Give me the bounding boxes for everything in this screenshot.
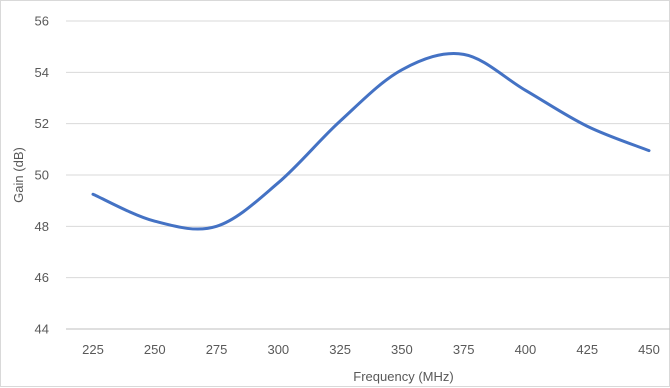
data-points [91,52,651,228]
data-point [276,181,280,185]
x-tick-label: 400 [515,342,537,357]
data-point [91,192,95,196]
y-tick-label: 44 [35,322,49,337]
series-line [91,52,651,231]
y-tick-label: 50 [35,168,49,183]
y-axis-title: Gain (dB) [11,147,26,203]
x-tick-label: 325 [329,342,351,357]
x-tick-label: 425 [576,342,598,357]
data-point [153,219,157,223]
y-tick-label: 48 [35,219,49,234]
data-point [523,88,527,92]
data-point [215,224,219,228]
data-point [462,52,466,56]
y-tick-label: 56 [35,14,49,29]
x-tick-label: 300 [267,342,289,357]
x-tick-label: 275 [206,342,228,357]
data-point [647,149,651,153]
y-tick-label: 52 [35,116,49,131]
gridlines [66,20,670,330]
x-tick-label: 250 [144,342,166,357]
data-point [400,68,404,72]
data-point [338,119,342,123]
x-tick-label: 350 [391,342,413,357]
x-tick-label: 375 [453,342,475,357]
x-tick-label: 450 [638,342,660,357]
y-axis-ticks: 44 46 48 50 52 54 56 [35,14,49,337]
y-tick-label: 54 [35,65,49,80]
x-axis-title: Frequency (MHz) [353,369,453,384]
data-point [585,124,589,128]
x-tick-label: 225 [82,342,104,357]
y-tick-label: 46 [35,270,49,285]
x-axis-ticks: 225 250 275 300 325 350 375 400 425 450 [82,342,660,357]
